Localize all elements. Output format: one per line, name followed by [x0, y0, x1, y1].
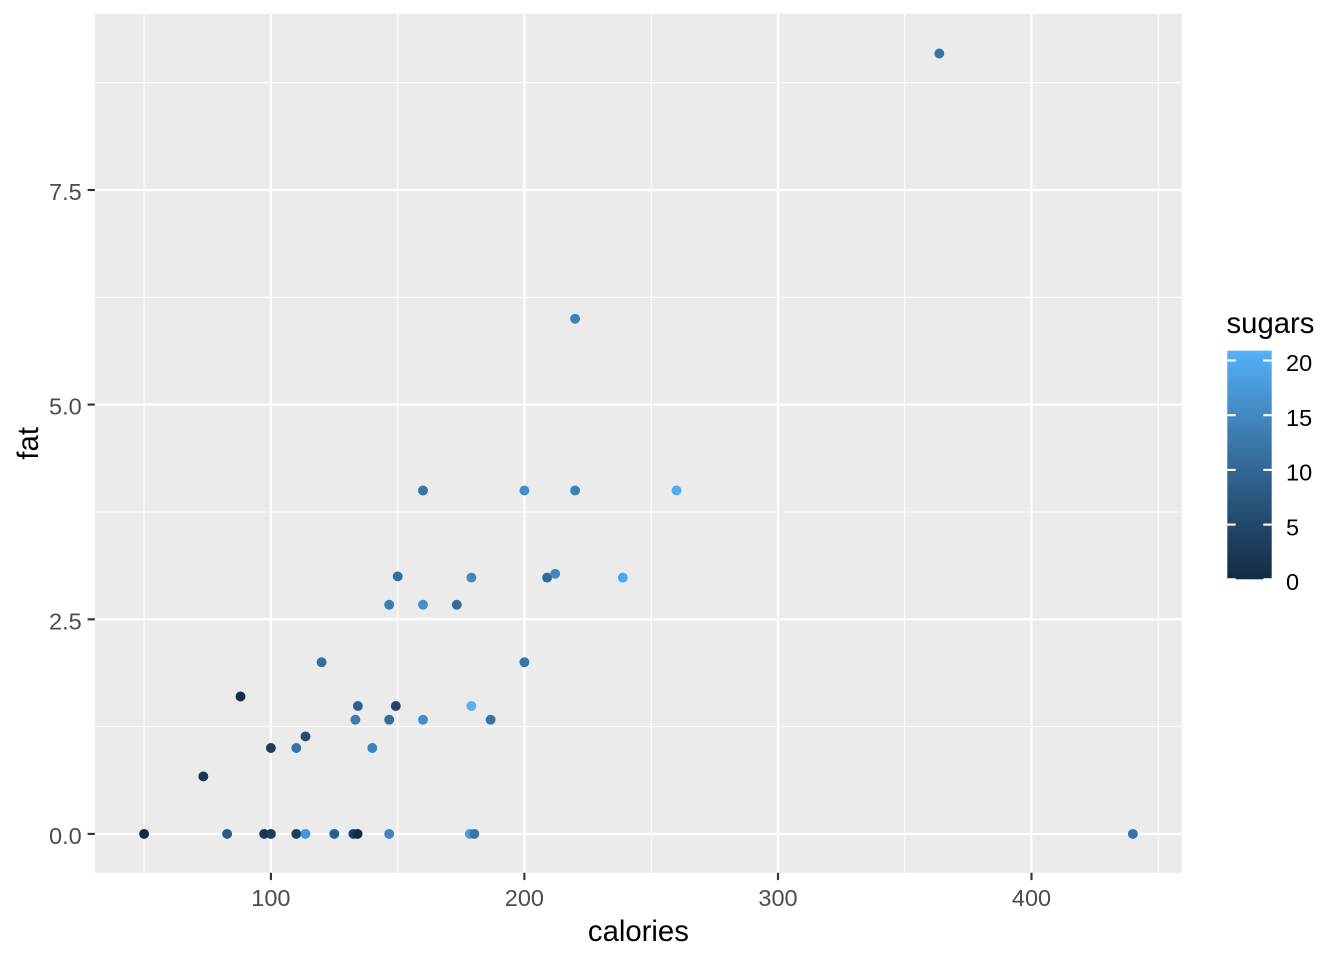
svg-text:sugars: sugars [1227, 307, 1315, 340]
svg-text:15: 15 [1286, 405, 1312, 431]
svg-text:20: 20 [1286, 350, 1312, 376]
svg-text:5: 5 [1286, 514, 1299, 540]
svg-text:0.0: 0.0 [49, 823, 82, 849]
svg-text:400: 400 [1012, 885, 1051, 911]
svg-text:100: 100 [251, 885, 290, 911]
svg-text:300: 300 [758, 885, 797, 911]
svg-text:0: 0 [1286, 569, 1299, 595]
svg-text:fat: fat [12, 427, 45, 460]
svg-text:10: 10 [1286, 460, 1312, 486]
svg-text:200: 200 [505, 885, 544, 911]
svg-text:5.0: 5.0 [49, 394, 82, 420]
svg-text:calories: calories [588, 915, 689, 948]
svg-text:2.5: 2.5 [49, 608, 82, 634]
svg-text:7.5: 7.5 [49, 179, 82, 205]
